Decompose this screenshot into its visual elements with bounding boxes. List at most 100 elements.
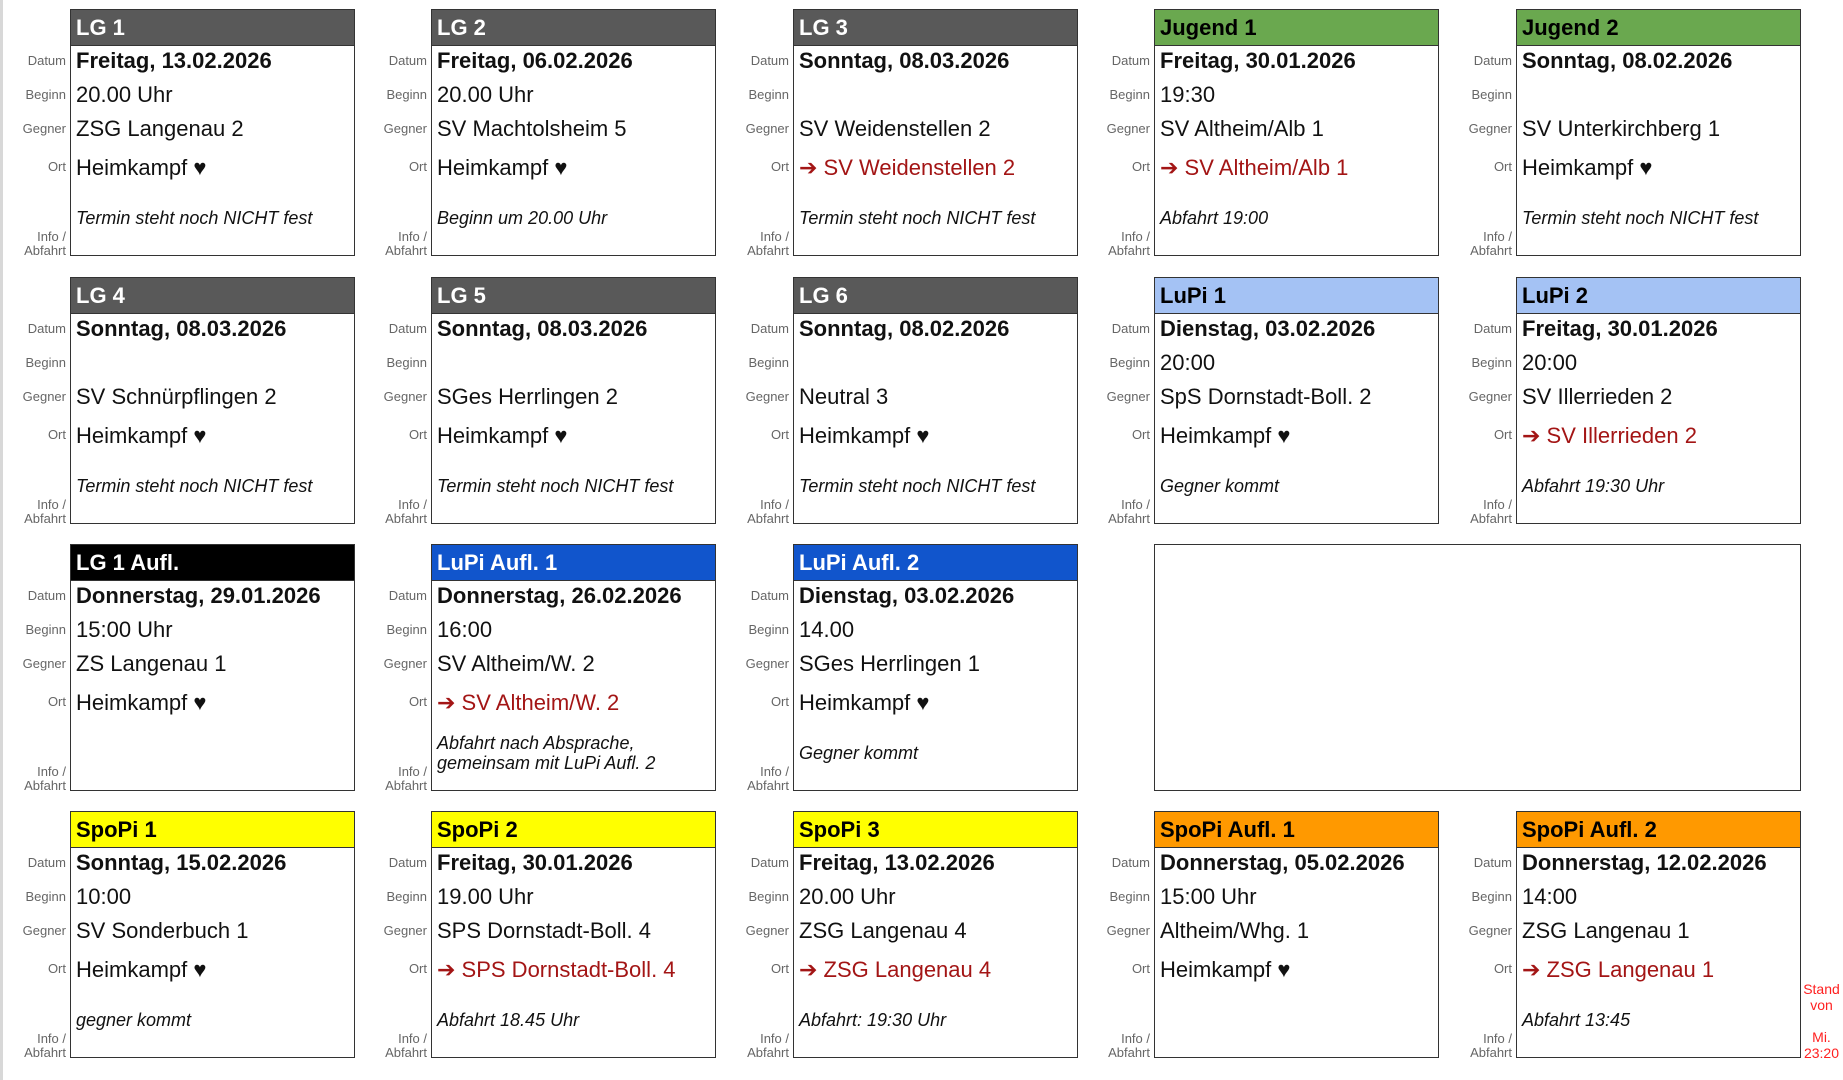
team-title: SpoPi 1 [71,812,354,848]
match-start: 15:00 Uhr [1160,884,1257,909]
stand-line: von [1810,997,1833,1013]
match-date: Dienstag, 03.02.2026 [799,583,1015,608]
label-gegner: Gegner [383,121,427,136]
team-block: Datum Beginn Gegner Ort Info / Abfahrt LG… [361,9,716,258]
team-block: Datum Beginn Gegner Ort Info / Abfahrt Lu… [1446,277,1801,526]
label-info: Info / Abfahrt [1470,497,1512,526]
match-card: LG 1 Freitag, 13.02.2026 20.00 Uhr ZSG L… [70,9,355,256]
label-info: Info / Abfahrt [747,764,789,793]
match-date: Freitag, 13.02.2026 [76,48,272,73]
label-info: Info / Abfahrt [385,764,427,793]
team-title: LuPi 2 [1517,278,1800,314]
team-block: Datum Beginn Gegner Ort Info / Abfahrt LG… [361,277,716,526]
label-info: Info / Abfahrt [385,229,427,258]
match-card: LG 4 Sonntag, 08.03.2026 SV Schnürpfling… [70,277,355,524]
label-gegner: Gegner [1106,923,1150,938]
match-opponent: SV Altheim/W. 2 [437,651,595,676]
label-datum: Datum [388,855,427,870]
match-date: Donnerstag, 05.02.2026 [1160,850,1405,875]
team-title: SpoPi 3 [794,812,1077,848]
label-gegner: Gegner [1106,121,1150,136]
match-location: Heimkampf ♥ [76,155,207,180]
page-edge [0,0,3,1080]
match-info: Termin steht noch NICHT fest [1522,208,1759,228]
label-info: Info / Abfahrt [1470,229,1512,258]
match-start: 20.00 Uhr [799,884,896,909]
label-info: Info / Abfahrt [747,497,789,526]
match-date: Freitag, 13.02.2026 [799,850,995,875]
match-date: Sonntag, 08.03.2026 [799,48,1010,73]
label-info: Info / Abfahrt [1108,1031,1150,1060]
match-opponent: ZSG Langenau 4 [799,918,967,943]
match-card: LG 3 Sonntag, 08.03.2026 SV Weidenstelle… [793,9,1078,256]
label-info: Info / Abfahrt [24,1031,66,1060]
label-gegner: Gegner [1468,923,1512,938]
label-info: Info / Abfahrt [1108,229,1150,258]
label-beginn: Beginn [748,622,789,637]
match-info: Abfahrt 18.45 Uhr [437,1010,580,1030]
label-beginn: Beginn [25,622,66,637]
team-title: SpoPi 2 [432,812,715,848]
label-beginn: Beginn [1109,87,1150,102]
match-start: 20:00 [1522,350,1578,375]
match-card: LG 1 Aufl. Donnerstag, 29.01.2026 15:00 … [70,544,355,791]
match-opponent: Neutral 3 [799,384,889,409]
label-ort: Ort [770,961,789,976]
match-date: Sonntag, 08.03.2026 [76,316,287,341]
team-title: Jugend 1 [1155,10,1438,46]
team-block: Datum Beginn Gegner Ort Info / Abfahrt Lu… [1084,277,1439,526]
label-gegner: Gegner [1468,121,1512,136]
label-datum: Datum [1473,53,1512,68]
match-opponent: ZSG Langenau 2 [76,116,244,141]
match-card: Jugend 1 Freitag, 30.01.2026 19:30 SV Al… [1154,9,1439,256]
label-info: Info / Abfahrt [385,1031,427,1060]
label-datum: Datum [1111,321,1150,336]
label-beginn: Beginn [1109,889,1150,904]
match-start: 19:30 [1160,82,1216,107]
match-location: Heimkampf ♥ [76,690,207,715]
match-opponent: Altheim/Whg. 1 [1160,918,1310,943]
label-info: Info / Abfahrt [24,764,66,793]
match-info: gegner kommt [76,1010,192,1030]
label-ort: Ort [408,159,427,174]
match-location: ➔ SV Altheim/Alb 1 [1160,155,1349,180]
team-title: LuPi 1 [1155,278,1438,314]
match-date: Freitag, 30.01.2026 [1522,316,1718,341]
label-ort: Ort [1493,159,1512,174]
label-datum: Datum [27,588,66,603]
team-title: Jugend 2 [1517,10,1800,46]
team-title: LG 1 Aufl. [71,545,354,581]
label-beginn: Beginn [748,889,789,904]
label-gegner: Gegner [383,656,427,671]
team-block: Datum Beginn Gegner Ort Info / Abfahrt Sp… [0,811,355,1060]
label-datum: Datum [388,588,427,603]
label-info: Info / Abfahrt [1108,497,1150,526]
label-gegner: Gegner [22,389,66,404]
label-ort: Ort [47,159,66,174]
match-card: SpoPi Aufl. 2 Donnerstag, 12.02.2026 14:… [1516,811,1801,1058]
label-ort: Ort [408,694,427,709]
label-beginn: Beginn [25,87,66,102]
match-info: Beginn um 20.00 Uhr [437,208,608,228]
match-opponent: SV Weidenstellen 2 [799,116,991,141]
label-beginn: Beginn [748,355,789,370]
label-info: Info / Abfahrt [1470,1031,1512,1060]
match-card: SpoPi 1 Sonntag, 15.02.2026 10:00 SV Son… [70,811,355,1058]
team-block: Datum Beginn Gegner Ort Info / Abfahrt Ju… [1084,9,1439,258]
label-gegner: Gegner [22,121,66,136]
match-location: ➔ SV Illerrieden 2 [1522,423,1697,448]
match-location: Heimkampf ♥ [799,690,930,715]
team-title: SpoPi Aufl. 2 [1517,812,1800,848]
team-title: LG 2 [432,10,715,46]
label-beginn: Beginn [1471,889,1512,904]
label-beginn: Beginn [386,622,427,637]
match-opponent: SV Unterkirchberg 1 [1522,116,1721,141]
match-location: Heimkampf ♥ [799,423,930,448]
team-title: LG 1 [71,10,354,46]
label-ort: Ort [770,694,789,709]
match-opponent: SPS Dornstadt-Boll. 4 [437,918,651,943]
match-start: 10:00 [76,884,132,909]
match-date: Sonntag, 08.02.2026 [799,316,1010,341]
match-card: LG 2 Freitag, 06.02.2026 20.00 Uhr SV Ma… [431,9,716,256]
stand-note: Stand von Mi. 23:20 [1800,981,1843,1061]
